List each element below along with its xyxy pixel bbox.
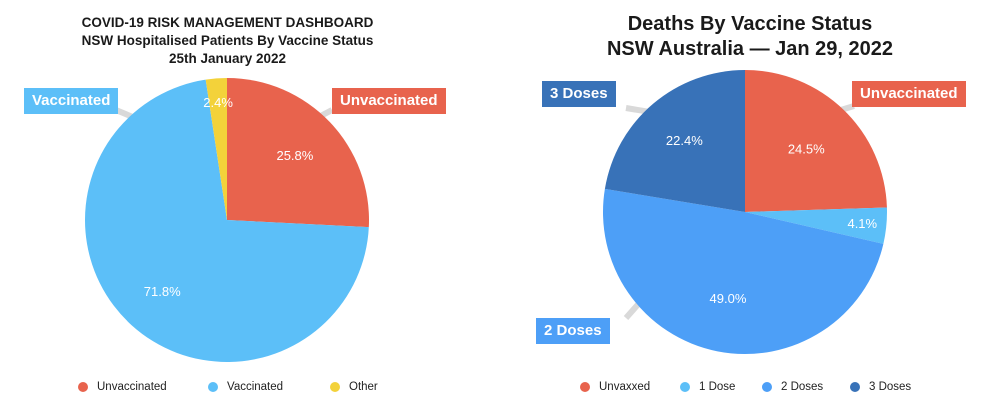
legend-label: 3 Doses [869, 381, 912, 393]
title-line-2: NSW Hospitalised Patients By Vaccine Sta… [81, 33, 374, 48]
legend-label: Unvaccinated [97, 381, 167, 393]
legend-label: Unvaxxed [599, 381, 651, 393]
pie-slice-label: 71.8% [144, 284, 181, 299]
legend-item-3-doses: 3 Doses [850, 381, 911, 393]
legend-item-unvaxxed: Unvaxxed [580, 381, 650, 393]
pie-slice-2-doses [602, 188, 884, 355]
callout-2-doses: 2 Doses [536, 318, 610, 344]
pie-slice-label: 49.0% [710, 291, 747, 306]
legend-swatch [850, 382, 860, 392]
deaths-chart-panel: Deaths By Vaccine Status NSW Australia —… [500, 0, 1000, 419]
legend-swatch [762, 382, 772, 392]
pie-slice-label: 2.4% [203, 95, 233, 110]
title-line-1: Deaths By Vaccine Status [627, 13, 873, 35]
pie-slice-unvaxxed [745, 70, 887, 212]
legend-item-1-dose: 1 Dose [680, 381, 735, 393]
legend-swatch [208, 382, 218, 392]
legend-label: Other [349, 381, 378, 393]
hospitalised-chart-title: COVID-19 RISK MANAGEMENT DASHBOARD NSW H… [0, 14, 455, 68]
title-line-3: 25th January 2022 [168, 51, 287, 66]
pie-slice-label: 25.8% [276, 148, 313, 163]
pie-slice-label: 4.1% [847, 216, 877, 231]
legend-label: Vaccinated [227, 381, 284, 393]
title-line-2: NSW Australia — Jan 29, 2022 [606, 38, 894, 60]
deaths-pie-chart: 24.5% 4.1% 49.0% 22.4% [602, 69, 887, 355]
pie-slice-unvaccinated [227, 78, 369, 228]
legend-swatch [330, 382, 340, 392]
legend-item-2-doses: 2 Doses [762, 381, 823, 393]
pie-slice-other [205, 78, 227, 220]
pie-slice-label: 22.4% [666, 133, 703, 148]
legend-item-other: Other [330, 381, 378, 393]
legend-swatch [580, 382, 590, 392]
hospitalised-pie-chart: 25.8% 71.8% 2.4% [85, 78, 369, 362]
legend-swatch [78, 382, 88, 392]
title-line-1: COVID-19 RISK MANAGEMENT DASHBOARD [81, 15, 374, 30]
callout-3-doses: 3 Doses [542, 81, 616, 107]
deaths-chart-title: Deaths By Vaccine Status NSW Australia —… [500, 12, 1000, 62]
hospitalised-chart-panel: COVID-19 RISK MANAGEMENT DASHBOARD NSW H… [0, 0, 455, 419]
legend-label: 1 Dose [699, 381, 736, 393]
legend-item-vaccinated: Vaccinated [208, 381, 283, 393]
callout-vaccinated: Vaccinated [24, 88, 119, 114]
legend-swatch [680, 382, 690, 392]
pie-slice-label: 24.5% [788, 141, 825, 156]
callout-unvaccinated: Unvaccinated [332, 88, 446, 114]
pie-slice-vaccinated [85, 79, 369, 362]
legend-label: 2 Doses [781, 381, 824, 393]
legend-item-unvaccinated: Unvaccinated [78, 381, 167, 393]
pie-slice-3-doses [604, 69, 745, 212]
callout-unvaccinated: Unvaccinated [852, 81, 966, 107]
pie-slice-1-dose [745, 207, 887, 244]
